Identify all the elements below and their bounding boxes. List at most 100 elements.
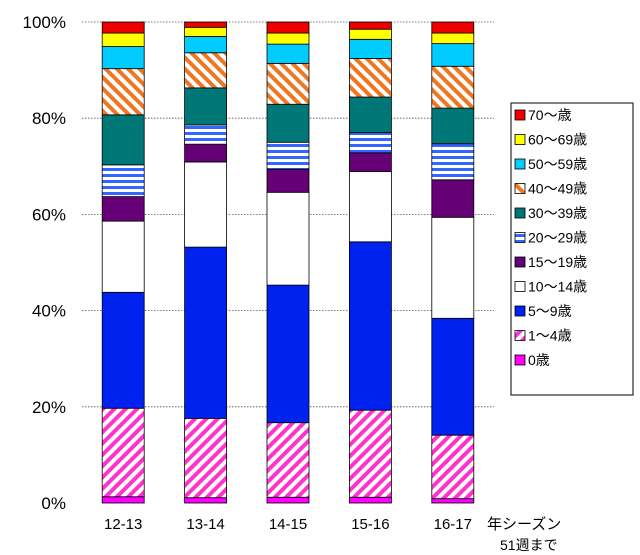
legend-label: 30～39歳 xyxy=(528,205,587,221)
bar-segment xyxy=(348,409,392,498)
legend-label: 1～4歳 xyxy=(528,328,572,344)
bar-segment xyxy=(431,43,475,67)
legend-box xyxy=(510,102,634,396)
bar-segment xyxy=(266,21,310,34)
bar-segment xyxy=(348,21,392,30)
y-tick-label: 40% xyxy=(32,302,66,321)
legend-label: 15～19歳 xyxy=(528,254,587,270)
bars xyxy=(101,21,475,504)
bar-segment xyxy=(184,124,228,145)
bar-segment xyxy=(431,32,475,45)
x-tick-label: 15-16 xyxy=(351,516,389,533)
bar-group xyxy=(101,21,145,504)
bar-segment xyxy=(184,246,228,419)
bar-segment xyxy=(101,496,145,504)
bar-segment xyxy=(184,21,228,28)
x-axis: 12-13 13-14 14-15 15-16 16-17 xyxy=(104,516,472,533)
bar-segment xyxy=(431,434,475,500)
legend-label: 70～歳 xyxy=(528,107,572,123)
bar-segment xyxy=(101,196,145,222)
bar-segment xyxy=(184,52,228,89)
bar-segment xyxy=(348,38,392,59)
bar-segment xyxy=(101,407,145,498)
bar-segment xyxy=(266,32,310,45)
bar-segment xyxy=(431,143,475,181)
bar-segment xyxy=(431,498,475,504)
legend-swatch xyxy=(514,256,526,268)
legend-label: 0歳 xyxy=(528,352,550,368)
bar-segment xyxy=(184,417,228,499)
bar-segment xyxy=(266,422,310,498)
bar-segment xyxy=(101,68,145,116)
bar-segment xyxy=(101,114,145,166)
bar-group xyxy=(266,21,310,504)
x-suffix-label: 年シーズン xyxy=(487,516,561,533)
legend-label: 60～69歳 xyxy=(528,132,587,148)
bar-segment xyxy=(184,26,228,37)
y-axis: 0% 20% 40% 60% 80% 100% xyxy=(23,13,66,513)
x-tick-label: 14-15 xyxy=(269,516,307,533)
legend-swatch xyxy=(514,207,526,219)
y-tick-label: 100% xyxy=(23,13,66,32)
bar-segment xyxy=(431,65,475,109)
bar-segment xyxy=(348,241,392,411)
legend-swatch xyxy=(514,305,526,317)
y-tick-label: 0% xyxy=(41,494,66,513)
bar-segment xyxy=(101,21,145,34)
grid-lines xyxy=(82,21,494,408)
legend-swatch xyxy=(514,134,526,145)
x-tick-label: 16-17 xyxy=(434,516,472,533)
bar-segment xyxy=(184,161,228,248)
bar-segment xyxy=(266,62,310,105)
bar-segment xyxy=(348,28,392,40)
bar-segment xyxy=(431,179,475,218)
legend-label: 20～29歳 xyxy=(528,230,587,246)
legend-swatch xyxy=(514,232,526,243)
legend-label: 50～59歳 xyxy=(528,156,587,172)
x-tick-label: 12-13 xyxy=(104,516,142,533)
footnote: 51週まで xyxy=(500,537,558,553)
bar-segment xyxy=(431,317,475,436)
bar-segment xyxy=(184,36,228,54)
legend-swatch xyxy=(514,158,526,170)
legend-swatch xyxy=(514,330,526,341)
legend-label: 5～9歳 xyxy=(528,303,572,319)
bar-segment xyxy=(184,143,228,163)
y-tick-label: 80% xyxy=(32,109,66,128)
bar-segment xyxy=(184,497,228,504)
y-tick-label: 60% xyxy=(32,205,66,224)
bar-segment xyxy=(266,103,310,143)
legend-label: 10～14歳 xyxy=(528,279,587,295)
legend-swatch xyxy=(514,281,526,292)
legend-swatch xyxy=(514,183,526,194)
bar-segment xyxy=(101,220,145,293)
bar-segment xyxy=(266,43,310,64)
bar-segment xyxy=(266,141,310,170)
bar-group xyxy=(184,21,228,504)
legend-label: 40～49歳 xyxy=(528,181,587,197)
bar-segment xyxy=(266,191,310,286)
bar-segment xyxy=(266,168,310,193)
bar-segment xyxy=(184,87,228,126)
bar-segment xyxy=(348,496,392,504)
bar-segment xyxy=(101,291,145,409)
bar-segment xyxy=(431,216,475,319)
bar-segment xyxy=(431,21,475,34)
bar-segment xyxy=(101,46,145,70)
bar-segment xyxy=(348,152,392,172)
x-tick-label: 13-14 xyxy=(186,516,224,533)
bar-group xyxy=(431,21,475,504)
bar-segment xyxy=(348,96,392,134)
bar-segment xyxy=(101,164,145,198)
legend-swatch xyxy=(514,354,526,366)
bar-segment xyxy=(431,107,475,145)
legend-swatch xyxy=(514,109,526,121)
bar-segment xyxy=(348,58,392,98)
legend: 70～歳 60～69歳 50～59歳 40～49歳 30～39歳 20～29歳 15～19歳… xyxy=(510,102,634,396)
bar-group xyxy=(348,21,392,504)
bar-segment xyxy=(348,132,392,154)
bar-segment xyxy=(266,284,310,424)
bar-segment xyxy=(266,496,310,504)
bar-segment xyxy=(348,171,392,243)
